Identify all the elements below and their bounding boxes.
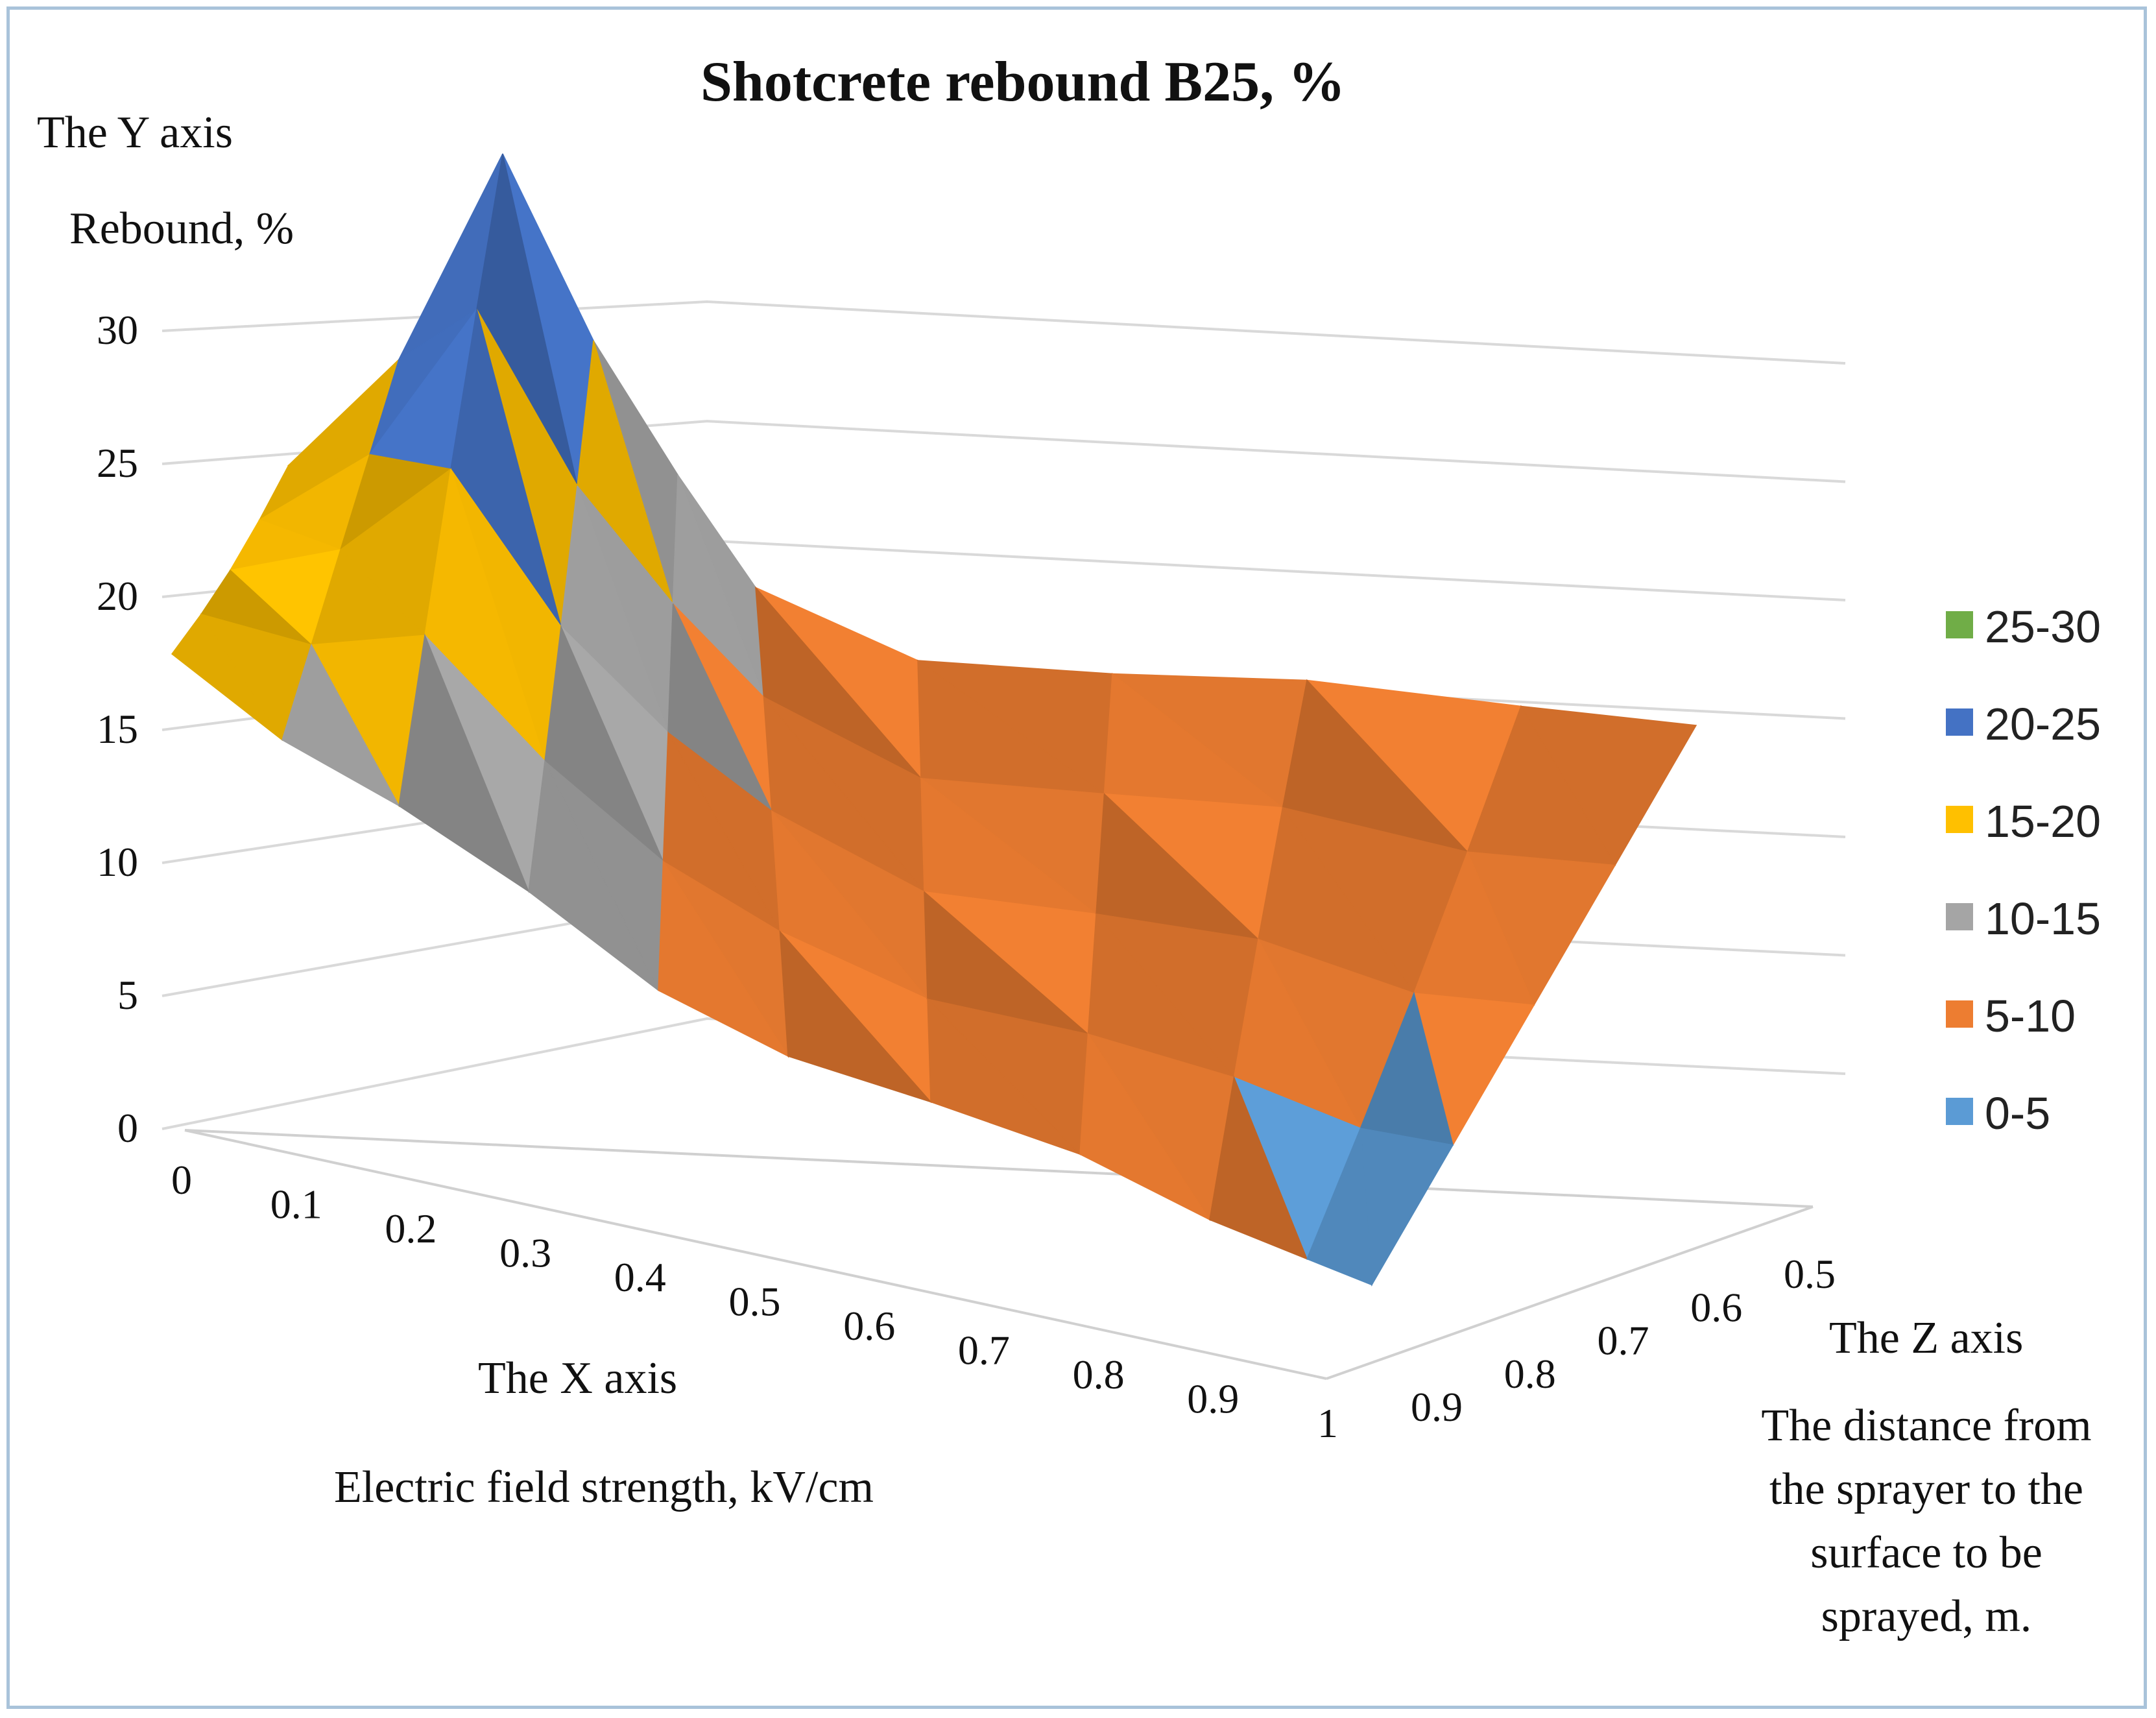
surface-facet <box>281 643 400 807</box>
surface-facet <box>779 930 933 1104</box>
x-tick-label: 0.5 <box>729 1279 781 1325</box>
z-axis-label-line: surface to be <box>1810 1528 2042 1578</box>
x-tick-label: 1 <box>1317 1400 1338 1446</box>
y-tick-label: 20 <box>97 573 138 619</box>
z-tick-label: 0.9 <box>1411 1384 1463 1430</box>
x-tick-label: 0 <box>171 1157 192 1203</box>
surface-facet <box>927 998 1081 1155</box>
chart-title: Shotcrete rebound B25, % <box>701 51 1345 114</box>
y-tick-label: 30 <box>97 307 138 353</box>
legend-label: 5-10 <box>1985 991 2076 1041</box>
legend-entry: 10-15 <box>1946 893 2101 944</box>
legend-entry: 0-5 <box>1946 1088 2050 1139</box>
z-axis-heading: The Z axis <box>1829 1313 2023 1363</box>
legend-swatch <box>1946 903 1973 930</box>
z-axis-label: The distance from the sprayer to the surfa… <box>1761 1401 2091 1641</box>
legend-label: 25-30 <box>1985 601 2101 652</box>
surface-plot <box>171 153 1697 1287</box>
legend-swatch <box>1946 708 1973 736</box>
x-axis-heading: The X axis <box>478 1353 677 1403</box>
legend-label: 10-15 <box>1985 893 2101 944</box>
legend-swatch <box>1946 806 1973 833</box>
legend: 25-30 20-25 15-20 10-15 5-10 0-5 <box>1946 601 2101 1139</box>
surface-facet <box>171 613 283 741</box>
legend-swatch <box>1946 1000 1973 1028</box>
y-axis-label: Rebound, % <box>69 204 294 254</box>
z-tick-label: 0.6 <box>1690 1284 1742 1330</box>
x-tick-label: 0.4 <box>614 1254 666 1300</box>
x-axis-label: Electric field strength, kV/cm <box>334 1462 874 1512</box>
x-tick-label: 0.6 <box>843 1303 895 1349</box>
legend-entry: 15-20 <box>1946 796 2101 847</box>
z-axis-line <box>1326 1205 1814 1380</box>
y-axis-heading: The Y axis <box>37 108 233 158</box>
x-tick-label: 0.2 <box>385 1205 437 1252</box>
z-tick-label: 0.8 <box>1504 1351 1556 1397</box>
z-tick-label: 0.7 <box>1598 1318 1649 1364</box>
legend-entry: 20-25 <box>1946 699 2101 749</box>
surface-facet <box>658 860 790 1058</box>
x-tick-label: 0.7 <box>958 1327 1010 1373</box>
y-tick-label: 15 <box>97 706 138 752</box>
surface-facet <box>1209 1075 1308 1260</box>
legend-label: 0-5 <box>1985 1088 2050 1139</box>
y-tick-label: 10 <box>97 839 138 885</box>
x-axis-line <box>184 1129 1327 1380</box>
x-tick-label: 0.1 <box>270 1181 322 1228</box>
y-gridline <box>162 300 1846 365</box>
z-axis-label-line: The distance from <box>1761 1401 2091 1451</box>
y-tick-labels: 0 5 10 15 20 25 30 <box>97 307 138 1151</box>
x-tick-labels: 0 0.1 0.2 0.3 0.4 0.5 0.6 0.7 0.8 0.9 1 <box>171 1157 1338 1446</box>
legend-swatch <box>1946 611 1973 638</box>
y-tick-label: 5 <box>117 972 138 1018</box>
z-tick-label: 0.5 <box>1784 1251 1836 1297</box>
z-tick-labels: 0.5 0.6 0.7 0.8 0.9 <box>1411 1251 1836 1430</box>
surface-facet <box>1359 1128 1454 1287</box>
chart-frame: Shotcrete rebound B25, % The Y axis Rebo… <box>6 6 2147 1709</box>
y-tick-label: 0 <box>117 1105 138 1151</box>
legend-entry: 5-10 <box>1946 991 2076 1041</box>
y-tick-label: 25 <box>97 440 138 486</box>
legend-label: 20-25 <box>1985 699 2101 749</box>
surface-facet <box>528 759 659 991</box>
x-tick-label: 0.8 <box>1073 1351 1125 1397</box>
x-tick-label: 0.3 <box>499 1230 551 1276</box>
z-axis-label-line: sprayed, m. <box>1821 1591 2032 1641</box>
legend-swatch <box>1946 1098 1973 1125</box>
x-tick-label: 0.9 <box>1187 1376 1239 1422</box>
legend-entry: 25-30 <box>1946 601 2101 652</box>
legend-label: 15-20 <box>1985 796 2101 847</box>
surface-facet <box>398 633 530 893</box>
z-axis-label-line: the sprayer to the <box>1769 1464 2083 1514</box>
floor-back-line <box>184 1129 1814 1208</box>
chart-svg: Shotcrete rebound B25, % The Y axis Rebo… <box>37 51 2101 1641</box>
surface-facet <box>1306 1128 1372 1286</box>
surface-facet <box>1079 1032 1212 1221</box>
